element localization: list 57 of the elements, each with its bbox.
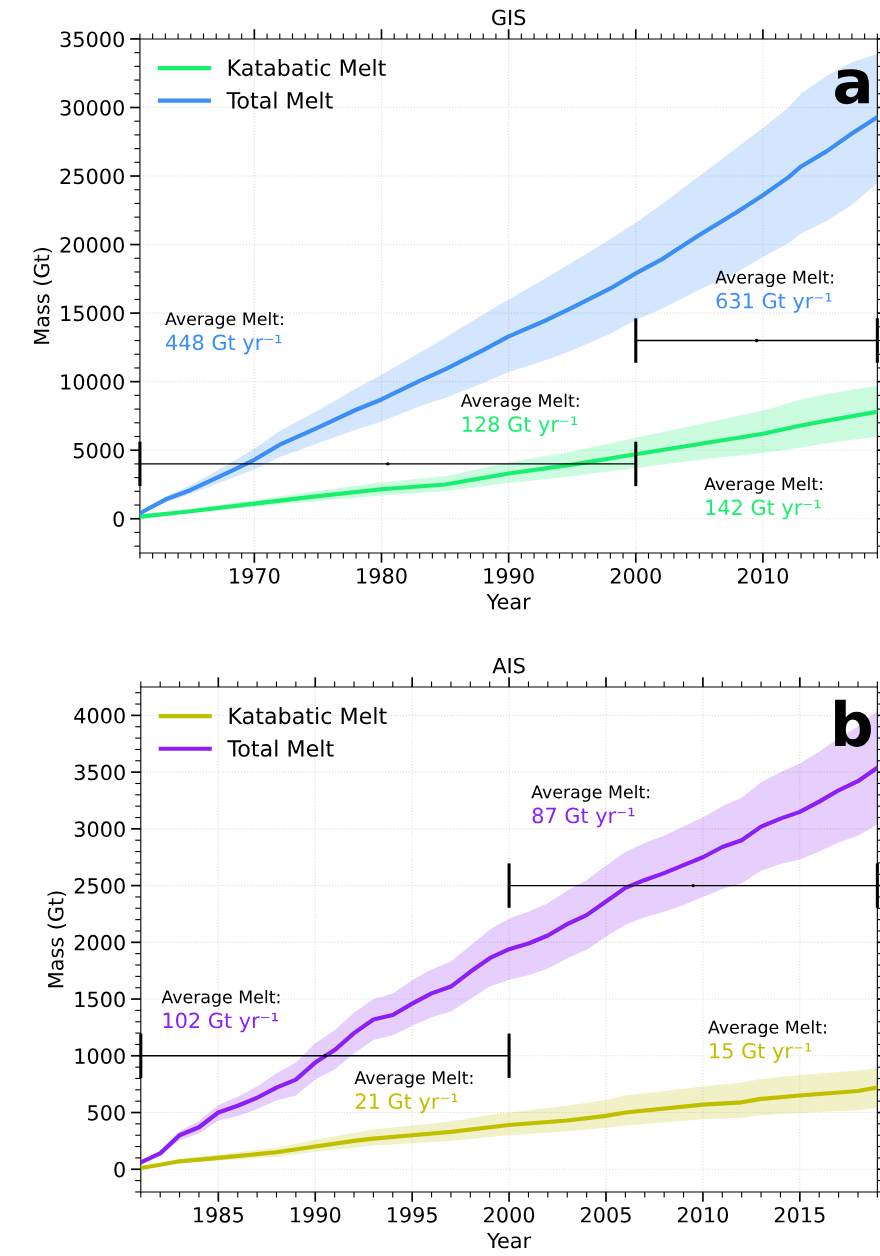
annotation: Average Melt: [354, 1070, 473, 1088]
y-tick-label: 10000 [61, 374, 124, 390]
x-axis-title: Year [486, 1232, 532, 1249]
y-tick-label: 0 [113, 511, 124, 527]
y-tick-label: 25000 [60, 168, 124, 185]
x-tick-label: 2000 [484, 1206, 535, 1223]
x-tick-label: 1995 [387, 1206, 437, 1223]
annotation: Average Melt: [165, 311, 283, 329]
annotation: 15 Gt yr⁻¹ [710, 1042, 812, 1063]
y-tick-label: 15000 [61, 305, 124, 322]
legend-label: Katabatic Melt [229, 707, 387, 725]
annotation: 128 Gt yr⁻¹ [462, 416, 578, 437]
legend-label: Katabatic Melt [228, 58, 386, 77]
y-axis-title: Mass (Gt) [47, 891, 67, 988]
annotation: Average Melt: [161, 989, 280, 1007]
y-tick-label: 30000 [60, 99, 124, 116]
y-tick-label: 0 [114, 1161, 125, 1178]
y-tick-label: 3500 [74, 764, 125, 781]
y-tick-label: 1500 [75, 991, 125, 1008]
x-tick-label: 1990 [484, 567, 534, 584]
annotation: Average Melt: [531, 784, 650, 802]
x-tick-label: 2000 [610, 567, 661, 584]
annotation: Average Melt: [704, 476, 822, 494]
y-axis-title: Mass (Gt) [33, 247, 52, 344]
legend-label: Total Melt [227, 739, 334, 757]
y-tick-label: 2500 [74, 878, 125, 894]
x-axis-title: Year [486, 593, 531, 610]
x-tick-label: 2015 [774, 1206, 825, 1223]
annotation: Average Melt: [460, 393, 579, 411]
x-tick-label: 2010 [677, 1206, 729, 1223]
x-tick-label: 1990 [291, 1206, 341, 1223]
chart-title: GIS [492, 9, 526, 26]
y-tick-label: 2000 [74, 934, 125, 951]
annotation: 142 Gt yr⁻¹ [706, 499, 821, 520]
y-tick-label: 500 [88, 1104, 125, 1121]
chart-title: AIS [492, 657, 525, 674]
annotation: b [835, 699, 871, 747]
legend-label: Total Melt [226, 91, 333, 109]
y-tick-label: 3000 [74, 821, 125, 838]
annotation: 102 Gt yr⁻¹ [163, 1012, 278, 1033]
annotation: 87 Gt yr⁻¹ [532, 807, 635, 828]
x-tick-label: 1970 [230, 567, 280, 584]
x-tick-label: 1980 [357, 567, 407, 584]
y-tick-label: 5000 [73, 442, 124, 459]
annotation: a [835, 69, 869, 105]
annotation: 631 Gt yr⁻¹ [716, 292, 832, 313]
x-tick-label: 2005 [581, 1206, 631, 1223]
annotation: Average Melt: [715, 270, 834, 288]
y-tick-label: 20000 [60, 237, 124, 253]
y-tick-label: 35000 [60, 31, 124, 48]
x-tick-label: 2010 [737, 567, 789, 584]
annotation: Average Melt: [708, 1020, 826, 1038]
y-tick-label: 1000 [75, 1048, 125, 1064]
annotation: 448 Gt yr⁻¹ [166, 334, 282, 355]
x-tick-label: 1985 [194, 1206, 244, 1223]
annotation: 21 Gt yr⁻¹ [355, 1093, 458, 1114]
y-tick-label: 4000 [74, 707, 125, 724]
